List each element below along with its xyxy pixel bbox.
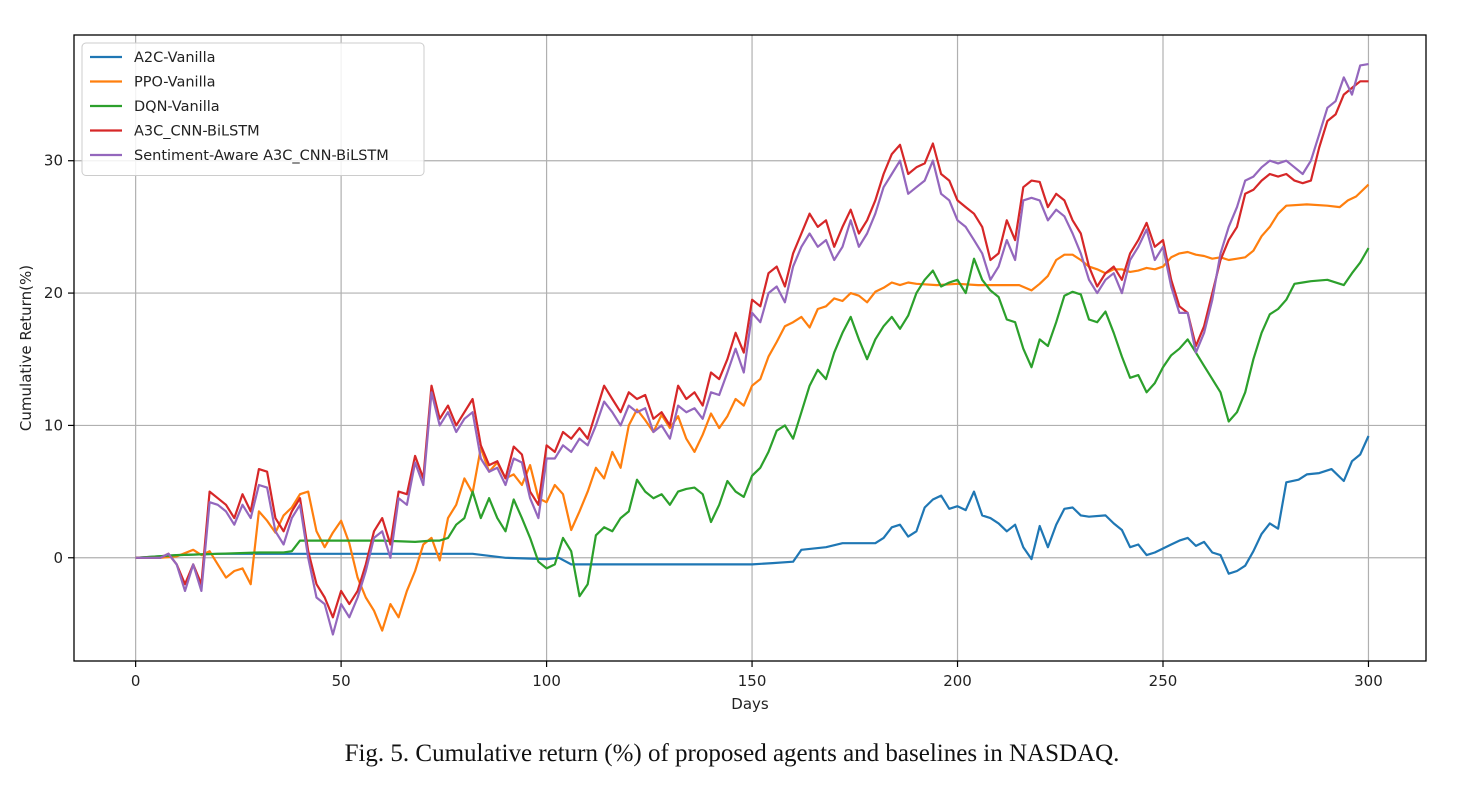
x-tick-label: 300 (1354, 672, 1383, 690)
x-tick-label: 50 (332, 672, 351, 690)
legend-label: DQN-Vanilla (134, 99, 220, 115)
y-axis-label: Cumulative Return(%) (17, 265, 35, 431)
axes: 0 50 100 150 200 250 300 0 10 20 30 (44, 34, 1427, 690)
legend-label: PPO-Vanilla (134, 75, 216, 91)
series-line-ppo-vanilla (135, 183, 1370, 632)
legend: A2C-Vanilla PPO-Vanilla DQN-Vanilla A3C_CNN… (81, 42, 425, 176)
figure-caption: Fig. 5. Cumulative return (%) of propose… (344, 740, 1120, 767)
legend-label: A3C_CNN-BiLSTM (134, 124, 260, 140)
x-tick-label: 0 (131, 672, 141, 690)
legend-label: Sentiment-Aware A3C_CNN-BiLSTM (134, 148, 389, 164)
line-chart: 0 50 100 150 200 250 300 0 10 20 30 A2C-Vanilla PPO… (17, 34, 1427, 713)
y-tick-label: 0 (53, 549, 63, 567)
series-layer (135, 63, 1370, 636)
series-line-dqn-vanilla (135, 247, 1370, 598)
series-line-a2c-vanilla (135, 435, 1370, 575)
plot-frame (73, 34, 1427, 662)
series-line-a3c-cnn-bilstm (135, 80, 1369, 619)
x-tick-label: 200 (943, 672, 972, 690)
x-axis-label: Days (731, 695, 769, 713)
y-tick-label: 20 (44, 284, 63, 302)
series-line-sentiment-aware-a3c-cnn-bilstm (135, 63, 1369, 636)
x-tick-label: 100 (532, 672, 561, 690)
y-tick-label: 10 (44, 416, 63, 434)
legend-box (81, 42, 425, 176)
legend-label: A2C-Vanilla (134, 50, 216, 66)
x-tick-label: 250 (1149, 672, 1178, 690)
y-tick-label: 30 (44, 152, 63, 170)
x-tick-label: 150 (738, 672, 767, 690)
